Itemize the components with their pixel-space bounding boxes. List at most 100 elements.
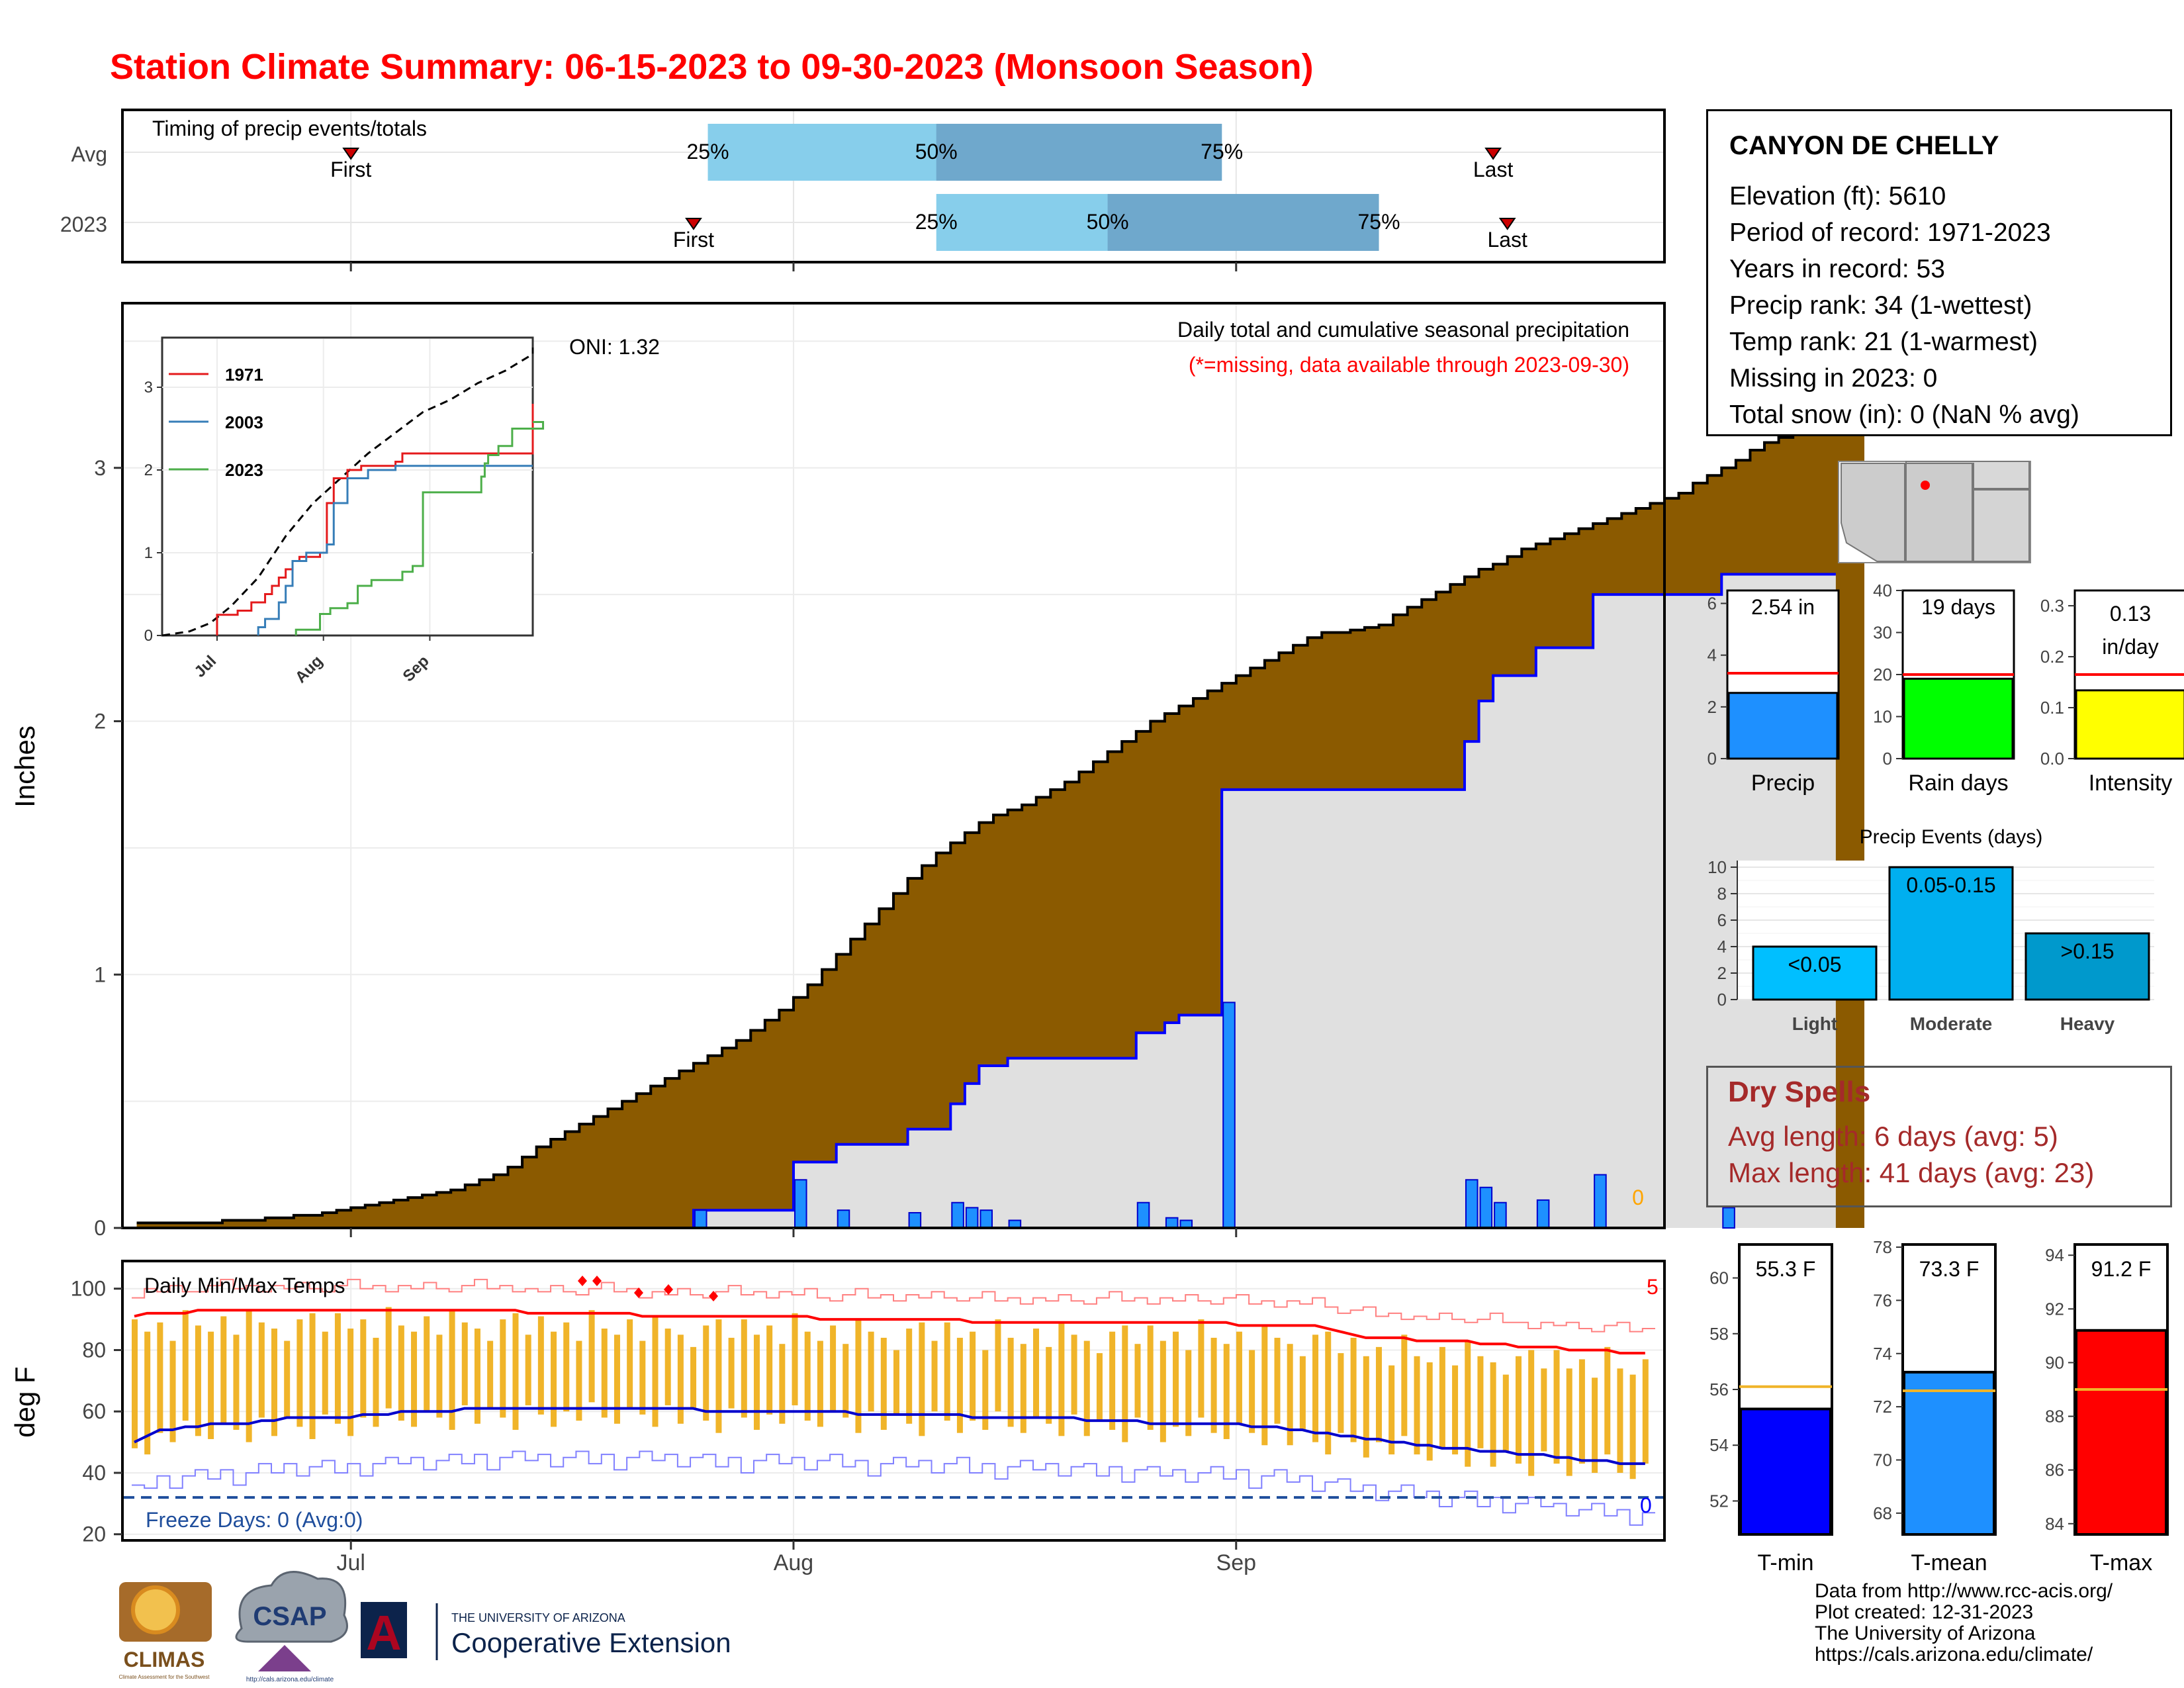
daily-temp-range-bar	[1350, 1337, 1357, 1442]
temp-summary-y-tick-label: 76	[1873, 1290, 1892, 1310]
daily-temp-range-bar	[931, 1340, 938, 1412]
precip-y-tick-label: 1	[94, 962, 106, 986]
events-title: Precip Events (days)	[1860, 826, 2043, 848]
freeze-label: Freeze Days: 0 (Avg:0)	[146, 1508, 363, 1532]
record-high-marker	[634, 1288, 643, 1298]
daily-temp-range-bar	[868, 1331, 874, 1412]
daily-temp-range-bar	[334, 1313, 341, 1424]
month-tick-label: Aug	[774, 1550, 814, 1575]
timing-panel: 25% 50% 75% First Last 25% 50% 75% First Last Tim…	[60, 109, 1666, 263]
daily-temp-range-bar	[1642, 1359, 1649, 1464]
record-high-line	[132, 1278, 1655, 1333]
temp-y-tick-label: 20	[82, 1523, 106, 1546]
daily-temp-range-bar	[1071, 1335, 1077, 1415]
events-y-tick-label: 2	[1717, 963, 1727, 983]
daily-temp-range-bar	[741, 1319, 747, 1418]
inset-y-tick-label: 3	[144, 379, 153, 397]
colorado-shape	[1905, 461, 2030, 489]
new-mexico-shape	[1905, 463, 1973, 562]
credits-block: Data from http://www.rcc-acis.org/ Plot …	[1815, 1581, 2172, 1665]
summary-category-label: Intensity	[2089, 771, 2173, 796]
temp-summary-y-tick-label: 54	[1709, 1435, 1729, 1455]
summary-bar	[2075, 689, 2184, 760]
daily-temp-range-bar	[817, 1340, 823, 1427]
daily-temp-range-bar	[664, 1329, 671, 1405]
daily-temp-range-bar	[385, 1307, 392, 1409]
daily-temp-range-bar	[258, 1322, 265, 1418]
daily-temp-range-bar	[766, 1325, 773, 1415]
daily-temp-range-bar	[715, 1319, 722, 1433]
dry-spells-avg: Avg length: 6 days (avg: 5)	[1728, 1121, 2058, 1152]
daily-temp-range-bar	[449, 1310, 455, 1430]
daily-temp-range-bar	[1210, 1337, 1217, 1433]
daily-temp-range-bar	[474, 1329, 480, 1424]
summary-value-label: 2.54 in	[1751, 595, 1815, 619]
daily-temp-range-bar	[1173, 1331, 1179, 1427]
daily-precip-bar	[1479, 1186, 1493, 1229]
station-period: Period of record: 1971-2023	[1729, 218, 2051, 247]
daily-temp-range-bar	[398, 1325, 404, 1421]
daily-temp-range-bar	[830, 1325, 837, 1412]
daily-temp-range-bar	[906, 1329, 913, 1424]
daily-temp-range-bar	[1122, 1325, 1128, 1442]
daily-precip-bar	[979, 1209, 993, 1229]
timing-first-marker	[685, 218, 702, 230]
daily-temp-range-bar	[1629, 1374, 1636, 1479]
daily-temp-range-bar	[309, 1313, 316, 1439]
daily-temp-range-bar	[512, 1313, 519, 1430]
climas-logo-text: CLIMAS	[124, 1648, 205, 1671]
events-y-tick-label: 6	[1717, 910, 1727, 930]
temp-summary-y-tick-label: 56	[1709, 1380, 1729, 1399]
temp-panel: 20 40 60 80 100 Daily Min/Max Temps Freeze D…	[9, 1260, 1666, 1546]
temp-summary-y-tick-label: 86	[2045, 1460, 2064, 1480]
daily-temp-range-bar	[842, 1344, 849, 1418]
daily-temp-range-bar	[1058, 1322, 1065, 1436]
credit-line: Plot created: 12-31-2023	[1815, 1601, 2034, 1623]
inset-y-tick-label: 0	[144, 627, 153, 645]
precip-y-tick-label: 2	[94, 710, 106, 733]
temp-summary-y-tick-label: 74	[1873, 1344, 1892, 1364]
daily-temp-range-bar	[411, 1331, 418, 1427]
daily-precip-bar	[1222, 1002, 1236, 1229]
daily-temp-range-bar	[1566, 1368, 1572, 1476]
oni-label: ONI: 1.32	[569, 335, 660, 359]
daily-temp-range-bar	[271, 1329, 278, 1436]
events-category-label: Moderate	[1910, 1013, 1992, 1034]
summary-category-label: Rain days	[1908, 771, 2008, 796]
record-high-marker	[664, 1284, 673, 1295]
timing-last-label: Last	[1473, 158, 1514, 181]
daily-temp-range-bar	[1312, 1335, 1319, 1442]
daily-temp-range-bar	[537, 1316, 544, 1415]
station-location-marker	[1921, 481, 1930, 490]
inset-y-tick-label: 1	[144, 544, 153, 562]
precip-title-line1: Daily total and cumulative seasonal prec…	[1177, 318, 1629, 342]
daily-temp-range-bar	[804, 1331, 811, 1421]
avg-low-line	[134, 1407, 1645, 1466]
temp-y-tick-label: 100	[71, 1277, 106, 1301]
credit-line: https://cals.arizona.edu/climate/	[1815, 1644, 2093, 1665]
daily-temp-range-bar	[982, 1350, 989, 1430]
station-elevation: Elevation (ft): 5610	[1729, 182, 1946, 211]
daily-temp-range-bar	[1502, 1374, 1509, 1452]
csap-logo-text: CSAP	[253, 1602, 326, 1631]
daily-temp-range-bar	[1338, 1353, 1344, 1433]
precip-panel: 0 1 2 3 Inches Daily total and cumulative s…	[9, 302, 1865, 1240]
station-snow: Total snow (in): 0 (NaN % avg)	[1729, 400, 2079, 429]
daily-temp-range-bar	[944, 1322, 950, 1421]
daily-temp-range-bar	[703, 1325, 709, 1421]
ua-logo-letter: A	[366, 1605, 401, 1660]
daily-temp-range-bar	[157, 1322, 163, 1433]
daily-temp-range-bar	[1198, 1319, 1205, 1418]
daily-temp-range-bar	[792, 1313, 798, 1405]
daily-temp-range-bar	[461, 1322, 468, 1405]
temp-title: Daily Min/Max Temps	[144, 1274, 345, 1297]
events-bar	[1888, 866, 2014, 1001]
daily-temp-range-bar	[1147, 1325, 1154, 1430]
record-low-count: 0	[1640, 1493, 1652, 1517]
ua-logo-line1: THE UNIVERSITY OF ARIZONA	[451, 1611, 625, 1624]
precip-ylabel: Inches	[9, 726, 40, 808]
daily-temp-range-bar	[1007, 1337, 1014, 1427]
dry-spells-max: Max length: 41 days (avg: 23)	[1728, 1157, 2095, 1188]
daily-precip-bar	[1722, 1207, 1735, 1229]
temp-summary-y-tick-label: 68	[1873, 1503, 1892, 1523]
